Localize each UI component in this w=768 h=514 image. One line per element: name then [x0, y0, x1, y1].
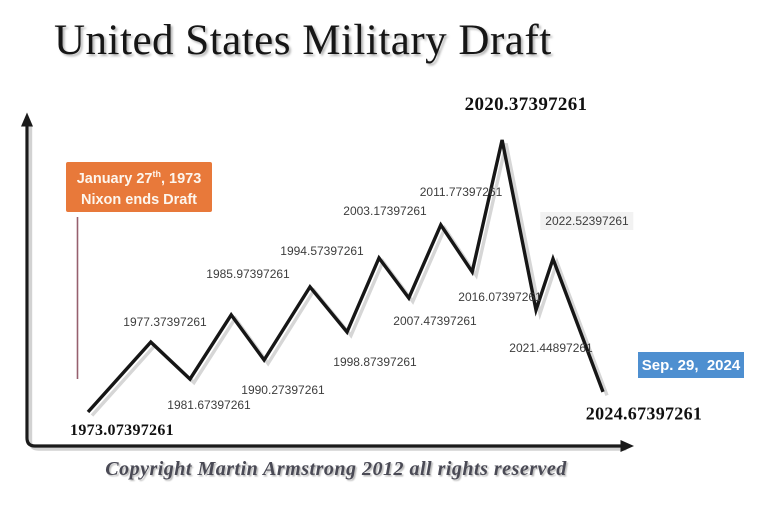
callout-line2: Nixon ends Draft: [80, 192, 197, 209]
page-title: United States Military Draft: [54, 17, 552, 64]
callout-line1: January 27th, 1973: [77, 163, 202, 190]
point-label-1990: 1990.27397261: [241, 383, 325, 397]
point-label-2020: 2020.37397261: [464, 94, 588, 115]
point-label-1994: 1994.57397261: [280, 244, 364, 258]
copyright-text: Copyright Martin Armstrong 2012 all righ…: [105, 458, 567, 480]
callout-ordinal-suffix: th: [152, 168, 161, 179]
x-axis-arrowhead-icon: [620, 440, 634, 452]
point-label-2007: 2007.47397261: [393, 314, 477, 328]
point-label-1973: 1973.07397261: [70, 422, 174, 439]
point-label-2024: 2024.67397261: [585, 403, 703, 424]
point-label-1998: 1998.87397261: [333, 355, 417, 369]
callout-line1-text: January 27: [76, 170, 153, 187]
nixon-callout: January 27th, 1973 Nixon ends Draft: [66, 162, 212, 212]
point-label-1981: 1981.67397261: [167, 398, 251, 412]
point-label-1977: 1977.37397261: [123, 315, 207, 329]
point-label-1985: 1985.97397261: [206, 267, 290, 281]
date-badge: Sep. 29, 2024: [638, 352, 744, 378]
y-axis-arrowhead-icon: [21, 112, 33, 127]
point-label-2011: 2011.77397261: [419, 185, 503, 199]
axes: [25, 122, 624, 448]
point-label-2021: 2021.44897261: [509, 341, 593, 355]
point-label-2016: 2016.07397261: [458, 290, 542, 304]
callout-line1-year: , 1973: [160, 170, 202, 187]
point-label-2003: 2003.17397261: [343, 204, 427, 218]
point-label-2022: 2022.52397261: [540, 212, 634, 230]
data-line: [86, 139, 605, 414]
